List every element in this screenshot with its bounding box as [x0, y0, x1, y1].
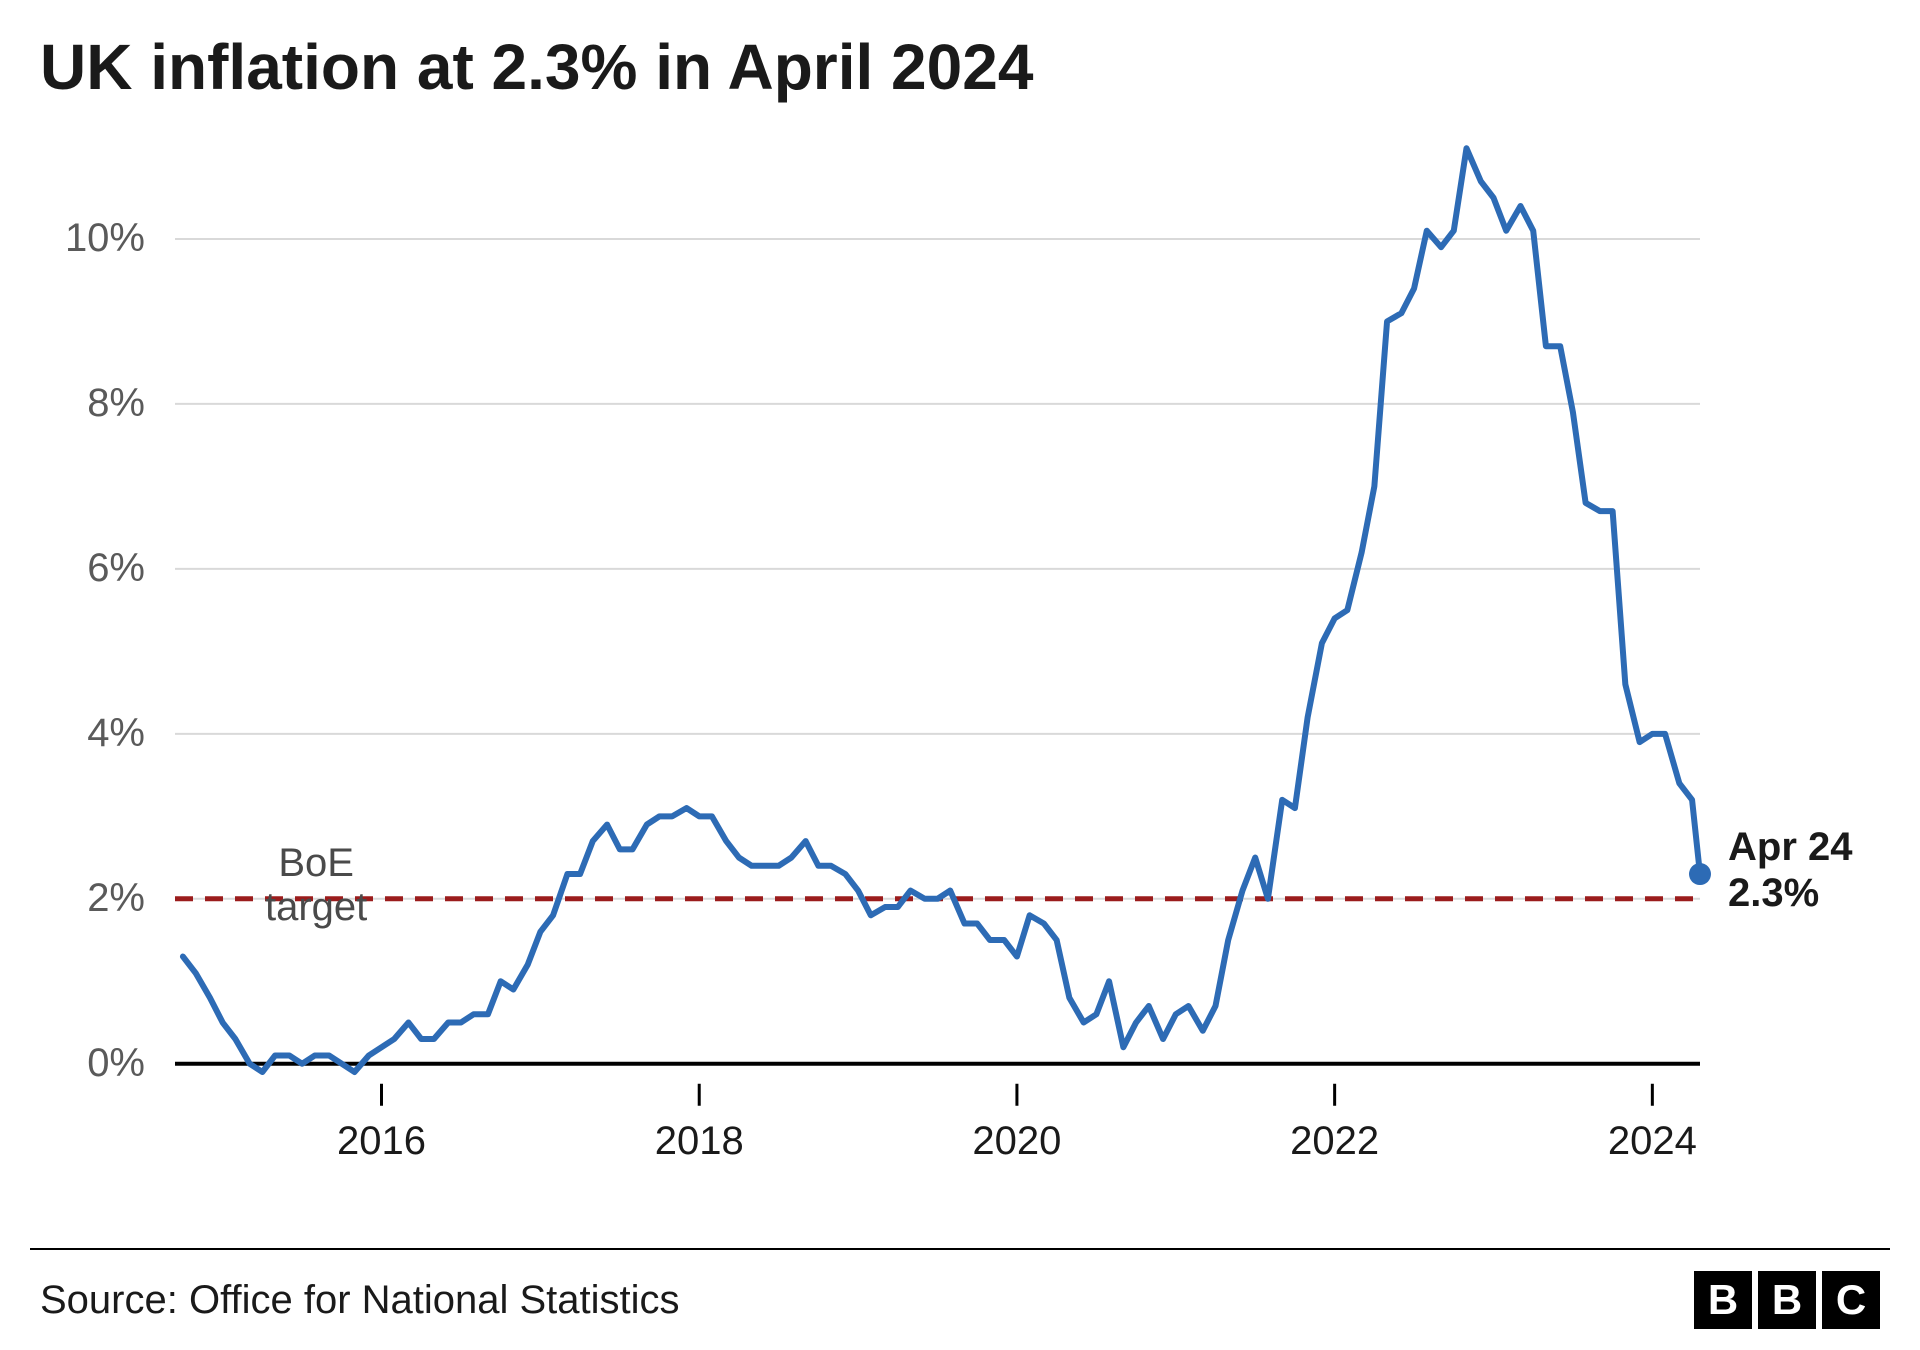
y-tick-label: 6%	[0, 546, 145, 591]
x-tick-label: 2020	[937, 1119, 1097, 1164]
source-bar: Source: Office for National Statistics B…	[0, 1250, 1920, 1350]
target-annotation: BoE target	[265, 841, 367, 929]
y-tick-label: 10%	[0, 216, 145, 261]
bbc-logo-block: B	[1758, 1271, 1816, 1329]
bbc-logo: BBC	[1694, 1271, 1880, 1329]
source-text: Source: Office for National Statistics	[40, 1278, 680, 1323]
x-tick-label: 2018	[619, 1119, 779, 1164]
bbc-logo-block: B	[1694, 1271, 1752, 1329]
y-tick-label: 8%	[0, 381, 145, 426]
y-tick-label: 2%	[0, 876, 145, 921]
target-annotation-line2: target	[265, 885, 367, 929]
y-tick-label: 0%	[0, 1041, 145, 1086]
y-tick-label: 4%	[0, 711, 145, 756]
target-annotation-line1: BoE	[278, 841, 354, 885]
x-tick-label: 2022	[1255, 1119, 1415, 1164]
x-tick-label: 2016	[302, 1119, 462, 1164]
x-tick-label: 2024	[1572, 1119, 1732, 1164]
chart-container: UK inflation at 2.3% in April 2024 0%2%4…	[0, 0, 1920, 1350]
end-point-line1: Apr 24	[1728, 825, 1853, 869]
bbc-logo-block: C	[1822, 1271, 1880, 1329]
end-point-annotation: Apr 24 2.3%	[1728, 824, 1853, 916]
end-point-line2: 2.3%	[1728, 871, 1819, 915]
